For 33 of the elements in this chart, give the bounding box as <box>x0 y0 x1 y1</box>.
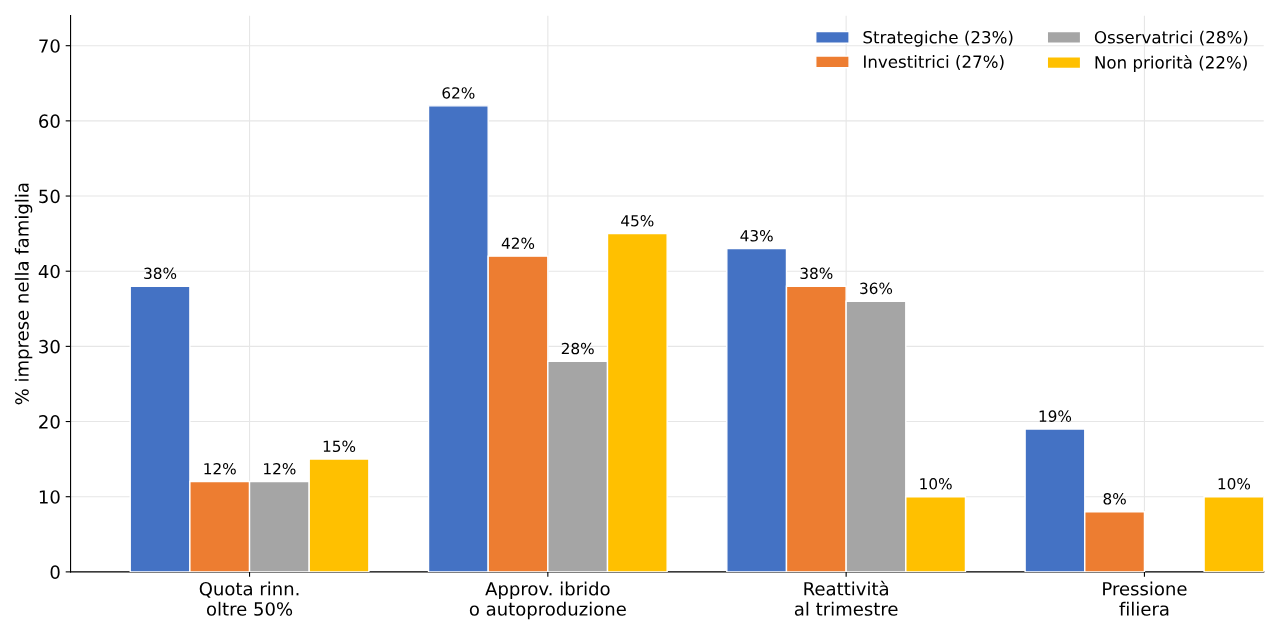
data-label: 62% <box>442 87 475 99</box>
data-label: 12% <box>264 462 296 475</box>
legend-label: Investitrici (27%) <box>864 55 1004 70</box>
data-label: 28% <box>561 342 594 355</box>
legend-label: Strategiche (23%) <box>863 30 1013 47</box>
data-label: 45% <box>621 214 654 227</box>
data-label: 10% <box>920 478 952 490</box>
y-tick-label: 20 <box>39 415 60 429</box>
y-tick-label: 0 <box>50 565 60 579</box>
data-label: 15% <box>323 440 356 452</box>
bar <box>1203 496 1264 572</box>
y-tick-label: 10 <box>39 490 60 504</box>
x-tick-label: Approv. ibrido o autoproduzione <box>469 581 626 620</box>
y-tick-label: 50 <box>39 189 60 204</box>
data-label: 10% <box>1218 478 1251 490</box>
y-tick-label: 30 <box>39 339 60 354</box>
y-tick-label: 60 <box>39 114 60 128</box>
x-tick-label: Reattività al trimestre <box>794 580 898 616</box>
data-label: 8% <box>1103 493 1126 505</box>
y-tick-label: 40 <box>38 264 60 279</box>
data-label: 19% <box>1039 410 1072 422</box>
data-label: 36% <box>860 282 893 295</box>
data-label: 12% <box>204 462 236 475</box>
x-tick-label: Quota rinn. oltre 50% <box>199 581 299 616</box>
legend-label: Non priorità (22%) <box>1095 55 1247 72</box>
data-label: 38% <box>144 267 177 280</box>
y-tick-label: 70 <box>39 39 60 53</box>
x-tick-label: Pressione filiera <box>1103 581 1187 616</box>
y-axis-title: % imprese nella famiglia <box>14 183 33 405</box>
data-label: 42% <box>501 237 535 250</box>
legend-label: Osservatrici (28%) <box>1094 30 1248 46</box>
data-label: 38% <box>800 267 833 280</box>
data-label: 43% <box>740 229 773 242</box>
